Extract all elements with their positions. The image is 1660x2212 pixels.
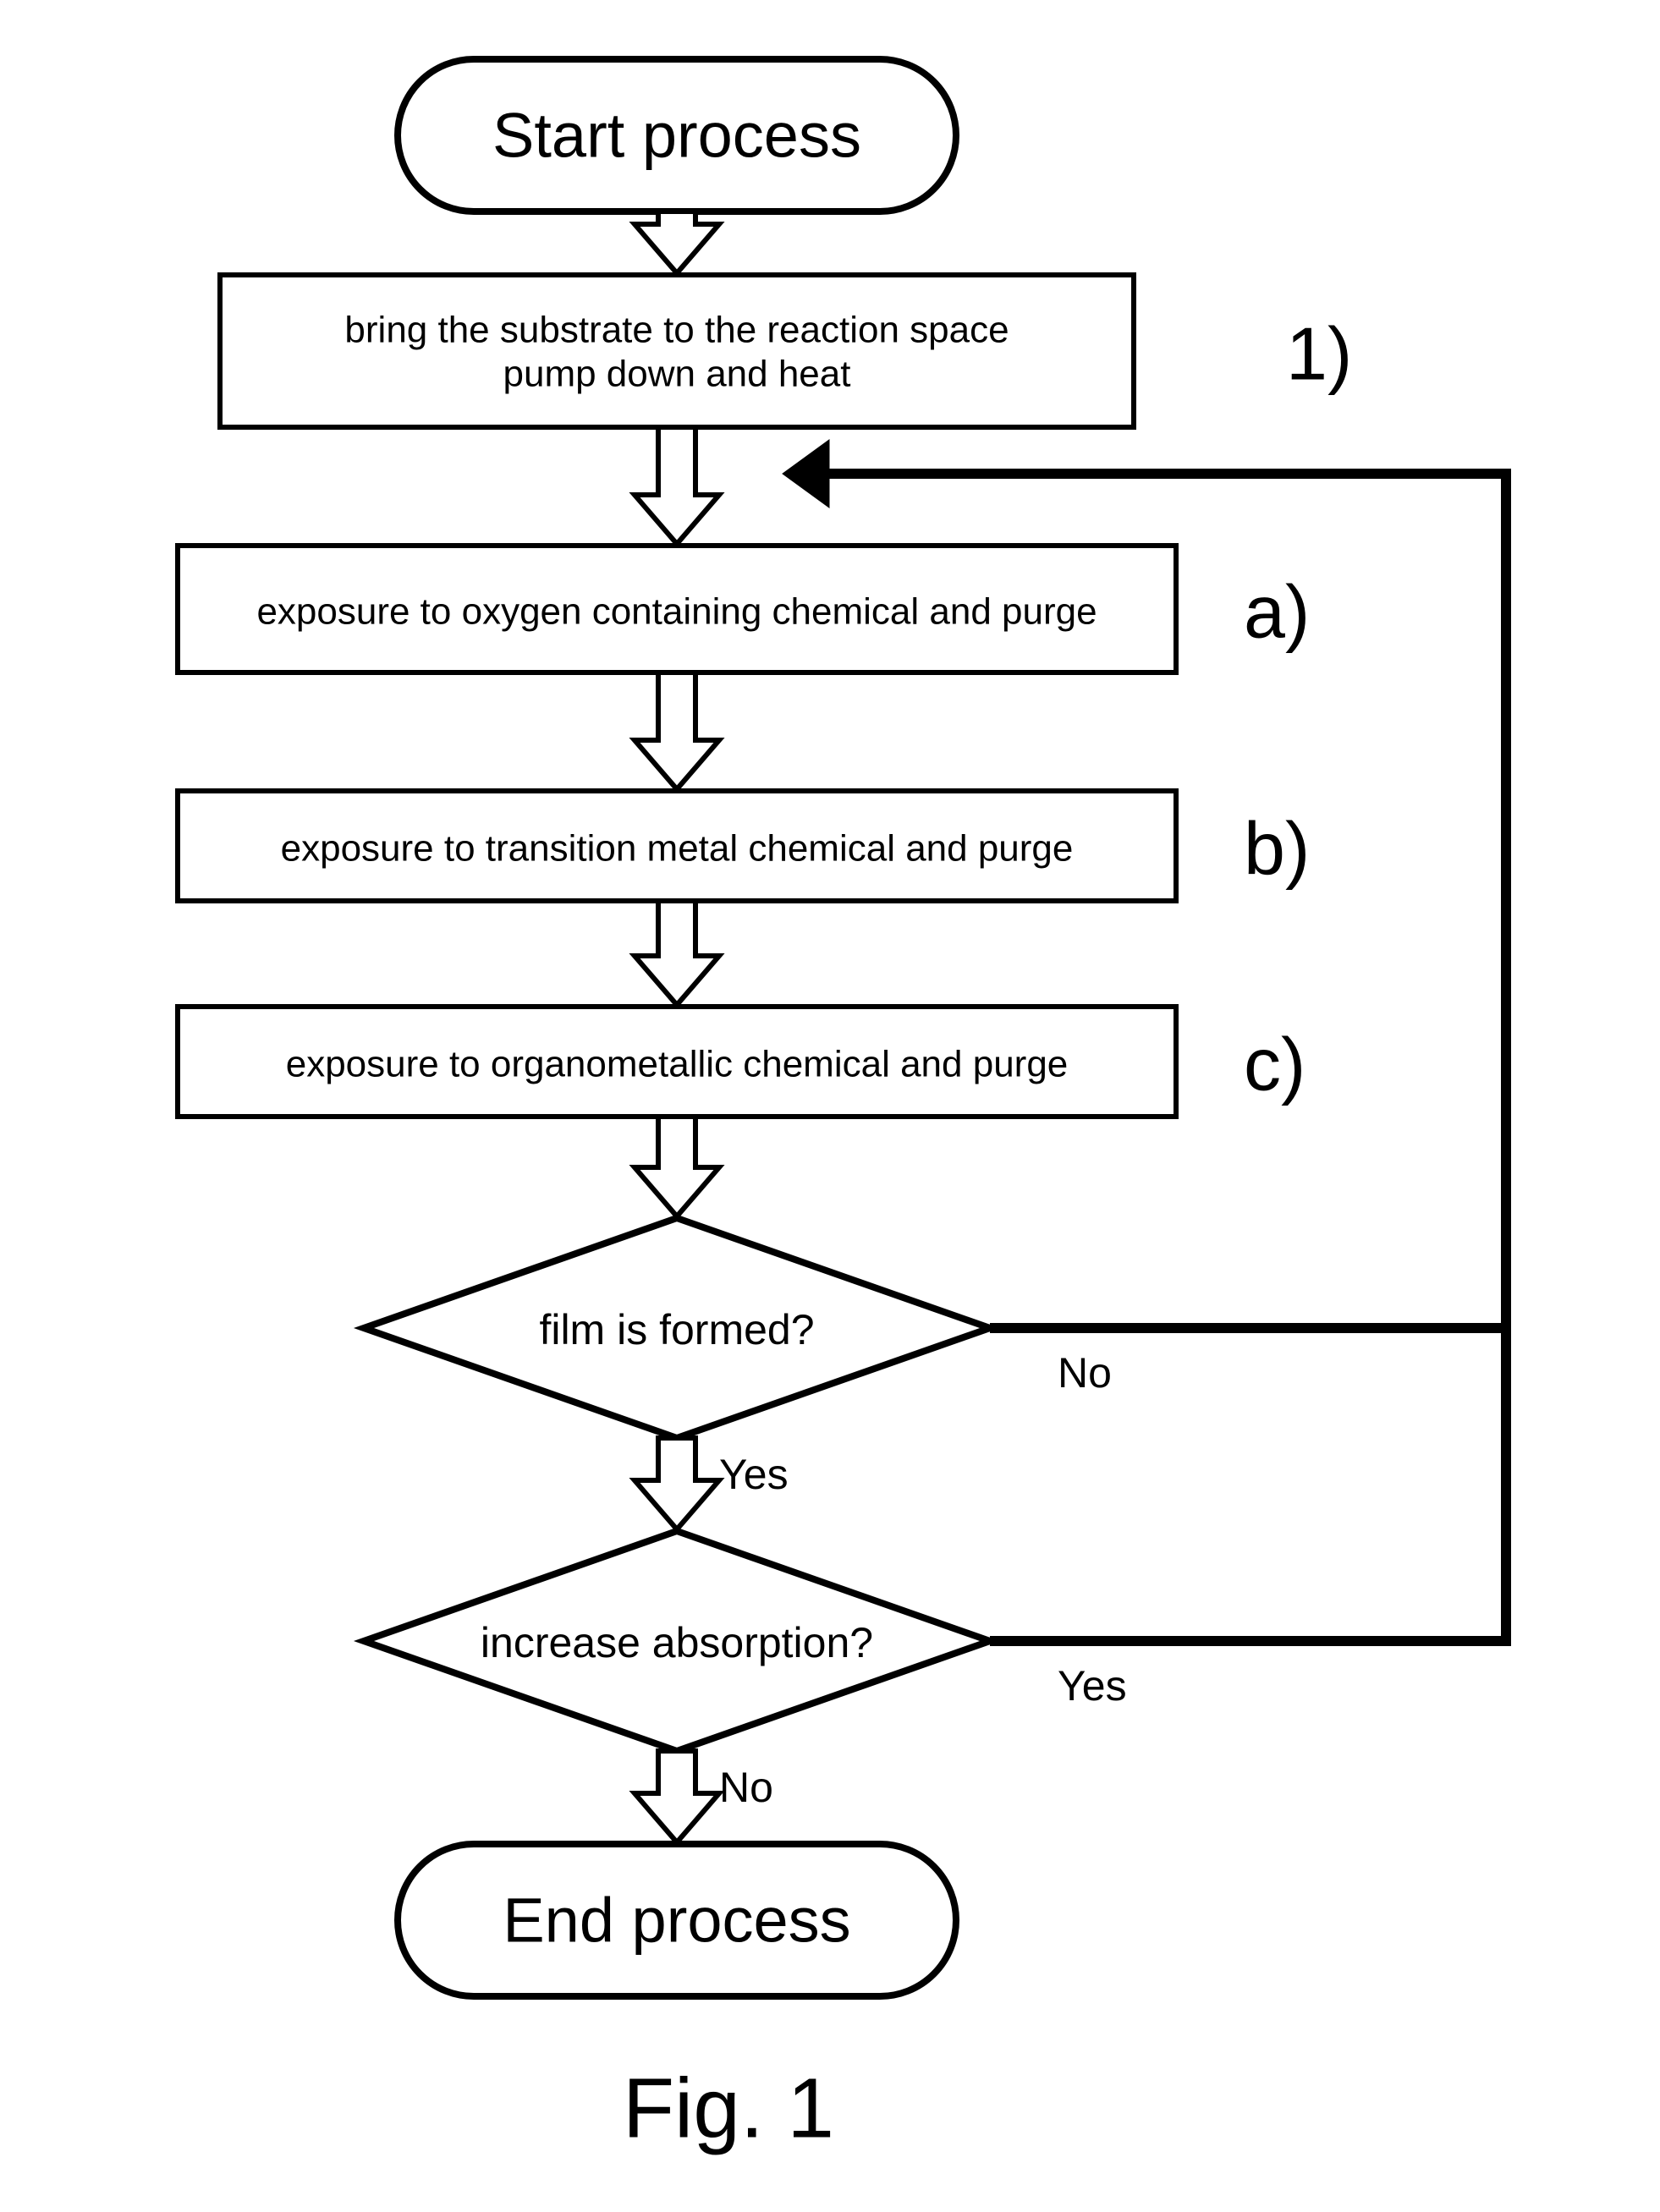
- flow-arrow: [635, 211, 719, 273]
- flow-arrow: [635, 672, 719, 789]
- svg-text:No: No: [719, 1764, 773, 1811]
- flow-arrow: [635, 901, 719, 1005]
- loopback-arrowhead: [783, 440, 829, 508]
- svg-text:Yes: Yes: [1058, 1662, 1127, 1710]
- flow-arrow: [635, 1751, 719, 1842]
- svg-text:exposure to organometallic che: exposure to organometallic chemical and …: [286, 1044, 1069, 1085]
- svg-text:increase absorption?: increase absorption?: [481, 1619, 873, 1666]
- svg-text:End process: End process: [503, 1885, 850, 1956]
- svg-text:Yes: Yes: [719, 1451, 789, 1498]
- svg-text:pump down and heat: pump down and heat: [503, 354, 851, 395]
- svg-text:exposure to transition metal c: exposure to transition metal chemical an…: [281, 828, 1074, 870]
- svg-text:film is formed?: film is formed?: [539, 1306, 814, 1353]
- svg-text:exposure to oxygen containing: exposure to oxygen containing chemical a…: [256, 591, 1097, 633]
- svg-text:No: No: [1058, 1349, 1112, 1397]
- svg-text:a): a): [1244, 569, 1310, 653]
- svg-text:Fig. 1: Fig. 1: [623, 2061, 834, 2155]
- flow-arrow: [635, 1438, 719, 1529]
- svg-text:Start process: Start process: [492, 101, 861, 171]
- flow-arrow: [635, 1117, 719, 1216]
- flow-arrow: [635, 427, 719, 544]
- svg-text:bring the substrate to the rea: bring the substrate to the reaction spac…: [344, 310, 1009, 351]
- svg-text:1): 1): [1286, 311, 1352, 395]
- process-node: [220, 275, 1134, 427]
- svg-text:c): c): [1244, 1022, 1305, 1106]
- svg-text:b): b): [1244, 806, 1310, 890]
